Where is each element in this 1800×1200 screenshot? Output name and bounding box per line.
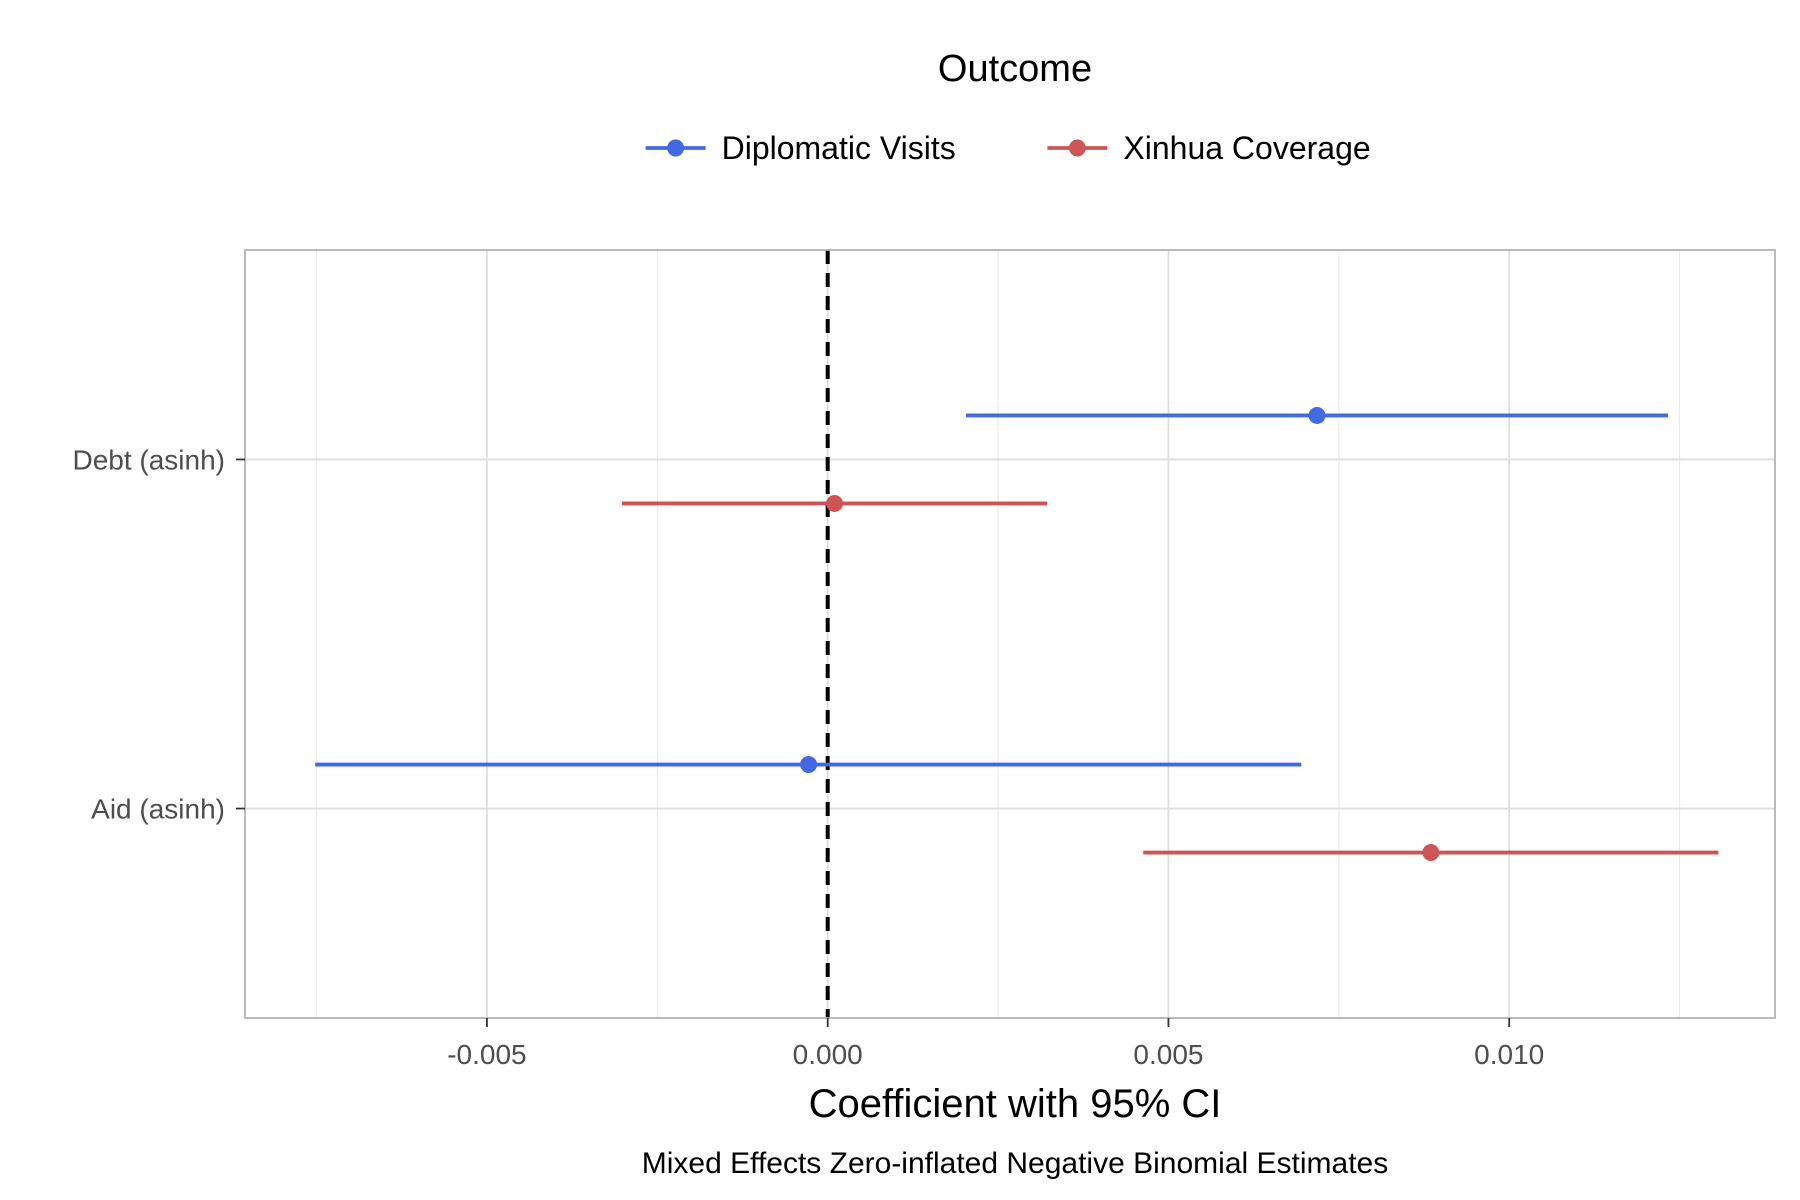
legend-title: Outcome bbox=[938, 48, 1092, 90]
estimate-point bbox=[826, 494, 844, 512]
panel-background bbox=[245, 250, 1775, 1018]
legend: Outcome Diplomatic Visits Xinhua Coverage bbox=[645, 48, 1371, 166]
estimate-point bbox=[1422, 844, 1440, 862]
panel-border bbox=[244, 249, 1776, 1019]
estimate-point bbox=[800, 756, 818, 774]
legend-key-point bbox=[667, 139, 685, 157]
y-tick-label: Aid (asinh) bbox=[91, 794, 225, 825]
minor-gridlines bbox=[315, 250, 1681, 1018]
series-xinhua-coverage bbox=[621, 494, 1719, 862]
x-tick-label: 0.000 bbox=[793, 1039, 863, 1070]
major-gridlines bbox=[245, 250, 1775, 1018]
legend-label: Diplomatic Visits bbox=[722, 130, 956, 166]
y-axis: Debt (asinh) Aid (asinh) bbox=[72, 444, 245, 825]
estimate-point bbox=[1308, 406, 1326, 424]
legend-key-point bbox=[1068, 139, 1086, 157]
x-axis: -0.005 0.000 0.005 0.010 bbox=[447, 1018, 1544, 1070]
series-layer bbox=[315, 406, 1719, 862]
y-tick-label: Debt (asinh) bbox=[72, 444, 225, 475]
legend-items: Diplomatic Visits Xinhua Coverage bbox=[645, 130, 1371, 166]
x-axis-label: Coefficient with 95% CI bbox=[809, 1082, 1222, 1126]
plot-panel bbox=[244, 249, 1776, 1019]
x-tick-label: 0.010 bbox=[1474, 1039, 1544, 1070]
x-tick-label: -0.005 bbox=[447, 1039, 526, 1070]
legend-item: Xinhua Coverage bbox=[1047, 130, 1371, 166]
x-tick-label: 0.005 bbox=[1133, 1039, 1203, 1070]
legend-item: Diplomatic Visits bbox=[645, 130, 956, 166]
legend-label: Xinhua Coverage bbox=[1123, 130, 1370, 166]
chart-caption: Mixed Effects Zero-inflated Negative Bin… bbox=[642, 1147, 1388, 1180]
series-diplomatic-visits bbox=[315, 406, 1669, 774]
